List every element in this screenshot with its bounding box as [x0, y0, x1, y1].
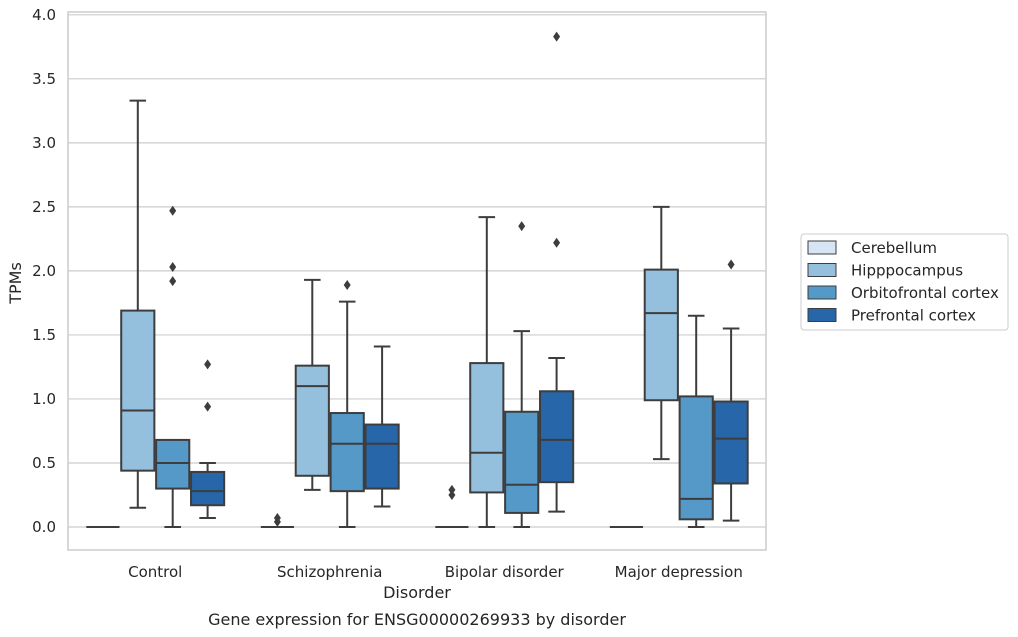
- box-0-1: [120, 99, 156, 509]
- box-body: [539, 390, 575, 484]
- outlier-point: [169, 205, 177, 216]
- outlier-point: [204, 359, 212, 370]
- legend: Cerebellum Hipppocampus Orbitofrontal cort…: [800, 233, 1009, 331]
- y-tick-label: 0.5: [32, 454, 56, 472]
- box-1-3: [364, 345, 400, 508]
- box-body: [678, 395, 714, 521]
- legend-label: Prefrontal cortex: [851, 307, 976, 325]
- x-tick-label: Major depression: [615, 563, 743, 581]
- box-body: [469, 362, 505, 494]
- box-body: [294, 364, 330, 477]
- box-1-0: [260, 513, 294, 528]
- y-tick-label: 0.0: [32, 518, 56, 536]
- legend-swatch: [807, 240, 837, 255]
- box-3-3: [713, 259, 749, 522]
- box-2-2: [504, 221, 540, 528]
- box-body: [364, 423, 400, 490]
- box-0-2: [155, 205, 191, 528]
- x-tick-label: Schizophrenia: [277, 563, 382, 581]
- y-axis-label: TPMs: [6, 262, 25, 305]
- x-tick-label: Bipolar disorder: [445, 563, 565, 581]
- legend-frame: [800, 233, 1009, 331]
- box-1-2: [329, 279, 365, 528]
- y-tick-label: 2.5: [32, 198, 56, 216]
- x-axis-ticks: Control Schizophrenia Bipolar disorder Majo…: [128, 563, 743, 581]
- box-body: [504, 410, 540, 514]
- y-tick-label: 3.5: [32, 70, 56, 88]
- y-tick-label: 3.0: [32, 134, 56, 152]
- x-axis-label: Disorder: [383, 583, 451, 602]
- y-axis-ticks: 0.0 0.5 1.0 1.5 2.0 2.5 3.0 3.5 4.0: [32, 6, 56, 536]
- box-0-3: [190, 359, 226, 520]
- outlier-point: [273, 513, 281, 524]
- plot-boxes: [86, 31, 749, 528]
- legend-label: Cerebellum: [851, 239, 937, 257]
- box-3-1: [643, 205, 679, 461]
- chart-caption: Gene expression for ENSG00000269933 by d…: [208, 610, 626, 629]
- outlier-point: [448, 489, 456, 500]
- y-tick-label: 2.0: [32, 262, 56, 280]
- outlier-point: [169, 276, 177, 287]
- outlier-point: [727, 259, 735, 270]
- outlier-point: [343, 279, 351, 290]
- y-tick-label: 1.5: [32, 326, 56, 344]
- legend-swatch: [807, 263, 837, 277]
- box-1-1: [294, 278, 330, 491]
- box-body: [190, 470, 226, 507]
- outlier-point: [518, 221, 526, 232]
- y-tick-label: 1.0: [32, 390, 56, 408]
- box-body: [643, 268, 679, 402]
- legend-label: Orbitofrontal cortex: [851, 284, 999, 302]
- legend-swatch: [807, 285, 837, 300]
- box-body: [120, 309, 156, 472]
- box-3-2: [678, 314, 714, 528]
- y-tick-label: 4.0: [32, 6, 56, 24]
- outlier-point: [553, 237, 561, 248]
- box-2-1: [469, 216, 505, 528]
- box-2-3: [539, 31, 575, 513]
- box-body: [329, 412, 365, 493]
- legend-swatch: [807, 308, 837, 322]
- box-body: [155, 438, 191, 490]
- legend-label: Hipppocampus: [851, 262, 963, 280]
- outlier-point: [448, 484, 456, 495]
- x-tick-label: Control: [128, 563, 182, 581]
- box-2-0: [435, 484, 469, 528]
- outlier-point: [204, 401, 212, 412]
- outlier-point: [553, 31, 561, 42]
- plot-area-frame: [67, 11, 767, 551]
- outlier-point: [169, 262, 177, 273]
- box-body: [713, 400, 749, 485]
